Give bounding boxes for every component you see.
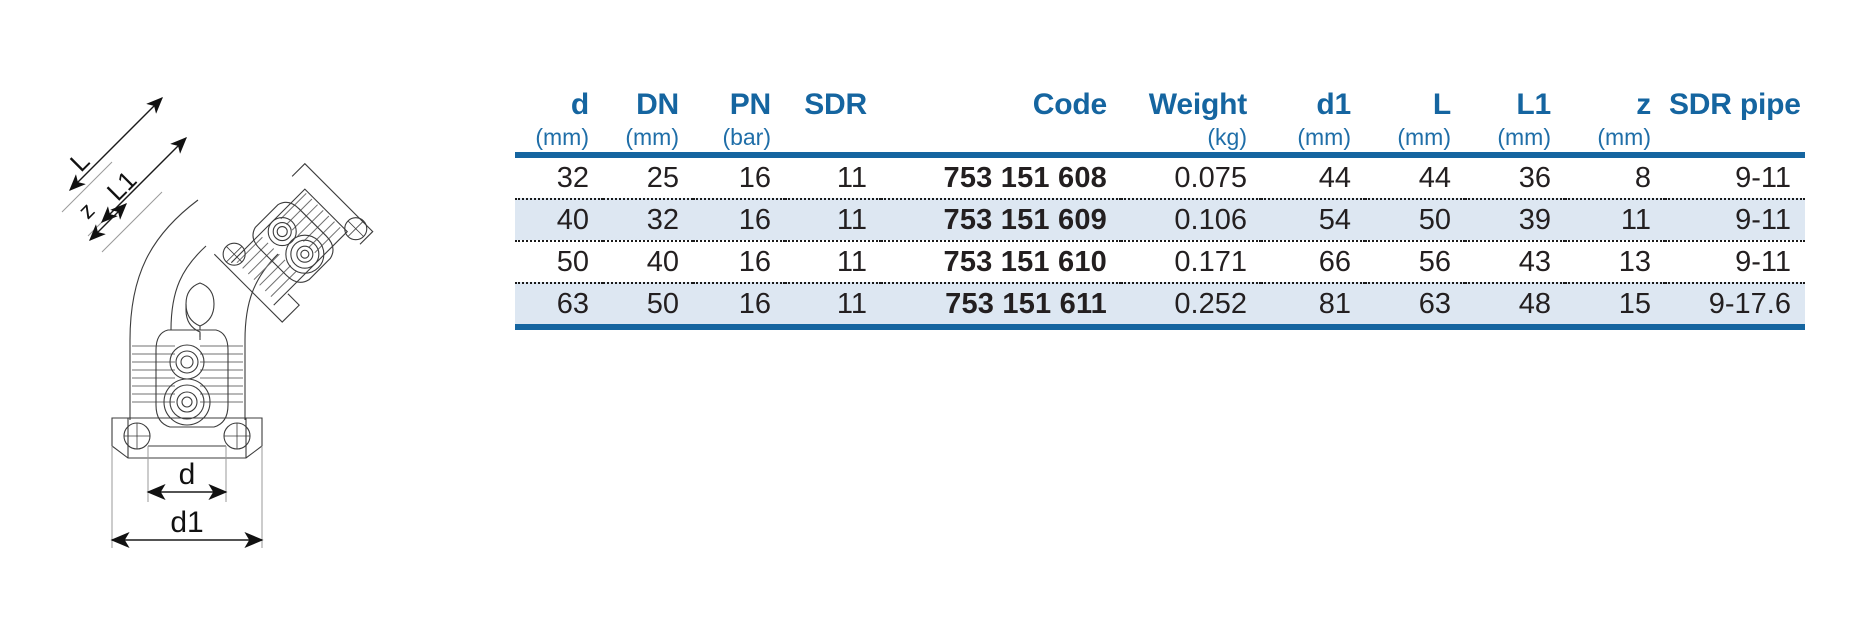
table-row: 40 32 16 11 753 151 609 0.106 54 50 39 1… bbox=[515, 198, 1805, 240]
column-header-sdr-pipe: SDR pipe bbox=[1669, 88, 1801, 121]
cell-l1: 36 bbox=[1518, 162, 1551, 194]
cell-l: 44 bbox=[1418, 162, 1451, 194]
cell-code: 753 151 608 bbox=[943, 162, 1107, 194]
dimension-label-z: z bbox=[73, 197, 100, 224]
column-header-d1: d1 bbox=[1316, 88, 1351, 121]
table-header: d DN PN SDR Code Weight d1 L L1 z SDR pi… bbox=[515, 88, 1805, 158]
cell-dn: 25 bbox=[646, 162, 679, 194]
cell-l: 50 bbox=[1365, 198, 1465, 240]
dimension-label-L1: L1 bbox=[101, 165, 143, 207]
table-row: 32 25 16 11 753 151 608 0.075 44 44 36 8… bbox=[515, 158, 1805, 198]
column-unit-pn: (bar) bbox=[722, 124, 771, 150]
column-unit-weight: (kg) bbox=[1207, 124, 1247, 150]
cell-dn: 40 bbox=[603, 240, 693, 282]
column-header-sdr: SDR bbox=[804, 88, 867, 121]
cell-dn: 50 bbox=[603, 282, 693, 324]
cell-weight: 0.106 bbox=[1121, 198, 1261, 240]
column-unit-sdr bbox=[785, 122, 881, 152]
cell-l: 56 bbox=[1365, 240, 1465, 282]
rule-segment bbox=[515, 152, 1805, 158]
cell-d1: 54 bbox=[1261, 198, 1365, 240]
cell-d: 40 bbox=[515, 198, 603, 240]
cell-sdr-pipe: 9-11 bbox=[1665, 198, 1805, 240]
cell-d1: 44 bbox=[1318, 162, 1351, 194]
cell-pn: 16 bbox=[738, 162, 771, 194]
cell-d: 50 bbox=[515, 240, 603, 282]
cell-weight: 0.171 bbox=[1121, 240, 1261, 282]
column-unit-z: (mm) bbox=[1597, 124, 1651, 150]
cell-d1: 66 bbox=[1261, 240, 1365, 282]
column-unit-d1: (mm) bbox=[1297, 124, 1351, 150]
table-row: 50 40 16 11 753 151 610 0.171 66 56 43 1… bbox=[515, 240, 1805, 282]
cell-z: 15 bbox=[1565, 282, 1665, 324]
column-unit-l1: (mm) bbox=[1497, 124, 1551, 150]
column-header-l: L bbox=[1432, 88, 1451, 121]
cell-d: 63 bbox=[515, 282, 603, 324]
cell-z: 11 bbox=[1565, 198, 1665, 240]
cell-l: 63 bbox=[1365, 282, 1465, 324]
cell-pn: 16 bbox=[693, 282, 785, 324]
cell-code: 753 151 611 bbox=[881, 282, 1121, 324]
cell-z: 13 bbox=[1565, 240, 1665, 282]
cell-d: 32 bbox=[556, 162, 589, 194]
specification-table: d DN PN SDR Code Weight d1 L L1 z SDR pi… bbox=[515, 88, 1805, 324]
column-unit-sdr-pipe bbox=[1665, 122, 1805, 152]
cell-sdr: 11 bbox=[785, 282, 881, 324]
cell-sdr-pipe: 9-11 bbox=[1735, 162, 1791, 194]
specification-table-container: d DN PN SDR Code Weight d1 L L1 z SDR pi… bbox=[515, 88, 1805, 330]
cell-sdr-pipe: 9-17.6 bbox=[1665, 282, 1805, 324]
column-header-code: Code bbox=[1032, 88, 1107, 121]
cell-code: 753 151 609 bbox=[881, 198, 1121, 240]
cell-sdr-pipe: 9-11 bbox=[1665, 240, 1805, 282]
table-bottom-rule bbox=[515, 324, 1805, 330]
cell-l1: 48 bbox=[1465, 282, 1565, 324]
column-unit-d: (mm) bbox=[535, 124, 589, 150]
header-unit-row: (mm) (mm) (bar) (kg) (mm) (mm) (mm) (mm) bbox=[515, 122, 1805, 152]
column-unit-code bbox=[881, 122, 1121, 152]
dimension-label-L: L bbox=[64, 146, 95, 177]
column-header-d: d bbox=[570, 88, 589, 121]
column-header-z: z bbox=[1636, 88, 1651, 121]
column-header-dn: DN bbox=[636, 88, 679, 121]
cell-weight: 0.075 bbox=[1174, 162, 1247, 194]
dimension-label-d: d bbox=[179, 458, 196, 491]
cell-sdr: 11 bbox=[785, 240, 881, 282]
cell-l1: 39 bbox=[1465, 198, 1565, 240]
cell-code: 753 151 610 bbox=[881, 240, 1121, 282]
cell-pn: 16 bbox=[693, 198, 785, 240]
column-unit-dn: (mm) bbox=[625, 124, 679, 150]
cell-l1: 43 bbox=[1465, 240, 1565, 282]
cell-sdr: 11 bbox=[785, 198, 881, 240]
table-row: 63 50 16 11 753 151 611 0.252 81 63 48 1… bbox=[515, 282, 1805, 324]
dimension-label-d1: d1 bbox=[170, 506, 203, 539]
product-technical-drawing: L L1 z d d1 bbox=[40, 40, 460, 590]
table-body: 32 25 16 11 753 151 608 0.075 44 44 36 8… bbox=[515, 158, 1805, 324]
column-header-pn: PN bbox=[729, 88, 771, 121]
cell-dn: 32 bbox=[603, 198, 693, 240]
cell-d1: 81 bbox=[1261, 282, 1365, 324]
column-unit-l: (mm) bbox=[1397, 124, 1451, 150]
header-label-row: d DN PN SDR Code Weight d1 L L1 z SDR pi… bbox=[515, 88, 1805, 122]
header-bottom-rule bbox=[515, 152, 1805, 158]
column-header-l1: L1 bbox=[1516, 88, 1551, 121]
cell-weight: 0.252 bbox=[1121, 282, 1261, 324]
column-header-weight: Weight bbox=[1148, 88, 1247, 121]
cell-z: 8 bbox=[1634, 162, 1651, 194]
cell-pn: 16 bbox=[693, 240, 785, 282]
cell-sdr: 11 bbox=[836, 162, 867, 194]
